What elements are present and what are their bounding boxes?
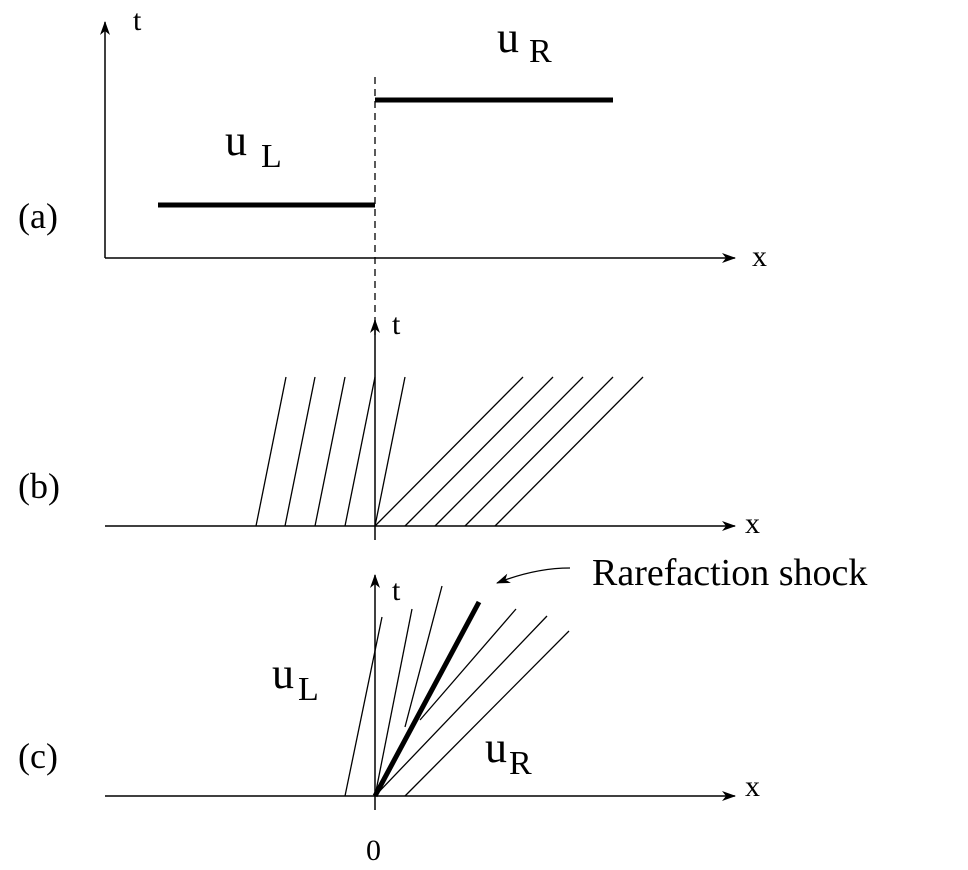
x-axis-label: x: [752, 240, 767, 273]
panel-label: (c): [18, 736, 58, 776]
characteristic-line: [434, 376, 584, 527]
characteristic-line: [284, 376, 316, 527]
characteristic-line: [374, 608, 413, 797]
x-axis-label: x: [745, 507, 760, 540]
characteristic-line: [314, 376, 346, 527]
characteristic-line: [374, 376, 524, 527]
t-axis-label: t: [133, 4, 142, 37]
panel-label: (b): [18, 466, 60, 506]
annotation-arrow: [496, 567, 571, 584]
characteristic-line: [374, 615, 548, 797]
characteristics: [344, 585, 570, 797]
origin-tick-label: 0: [366, 834, 381, 867]
annotation-label: Rarefaction shock: [592, 552, 867, 594]
characteristic-line: [494, 376, 644, 527]
panel-b: (b) t x: [18, 308, 760, 540]
characteristic-line: [419, 608, 517, 721]
characteristic-line: [255, 376, 287, 527]
characteristic-line: [404, 630, 570, 797]
characteristics: [255, 376, 644, 527]
characteristic-line: [344, 616, 383, 797]
characteristic-line: [344, 376, 376, 527]
x-axis-label: x: [745, 770, 760, 803]
rarefaction-shock-line: [372, 600, 482, 798]
characteristic-line: [464, 376, 614, 527]
panel-label: (a): [18, 196, 58, 236]
t-axis-label: t: [392, 308, 401, 341]
u-right-label: uR: [485, 723, 532, 782]
t-axis-label: t: [392, 574, 401, 607]
characteristic-line: [374, 376, 406, 527]
characteristic-line: [404, 376, 554, 527]
characteristic-line: [404, 585, 443, 728]
